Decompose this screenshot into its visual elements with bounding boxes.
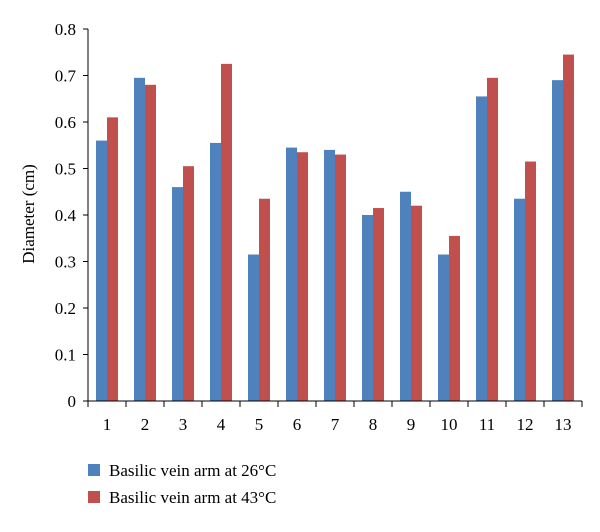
legend-label: Basilic vein arm at 43°C [109,488,276,507]
bar-26c-10 [438,254,449,401]
x-tick-label: 13 [555,415,572,434]
bar-26c-4 [210,142,221,402]
legend-swatch [88,491,100,503]
bar-26c-12 [514,198,525,401]
y-tick-label: 0.7 [55,67,77,86]
bar-43c-11 [487,77,498,401]
y-tick-label: 0.5 [55,160,76,179]
x-tick-label: 6 [293,415,302,434]
bar-43c-3 [183,166,194,401]
legend-label: Basilic vein arm at 26°C [109,461,276,480]
y-tick-label: 0.8 [55,20,76,39]
bar-43c-8 [373,208,384,401]
x-tick-label: 7 [331,415,340,434]
bar-43c-1 [107,117,118,401]
bar-43c-4 [221,63,232,401]
bar-26c-11 [476,96,487,402]
bar-26c-13 [552,80,563,402]
bar-43c-5 [259,198,270,401]
y-tick-label: 0.2 [55,299,76,318]
bars-layer [96,54,574,402]
legend: Basilic vein arm at 26°C Basilic vein arm… [88,461,276,507]
bar-43c-6 [297,152,308,401]
bar-26c-7 [324,149,335,401]
x-tick-label: 4 [217,415,226,434]
y-axis-title: Diameter (cm) [19,164,38,264]
x-tick-label: 2 [141,415,150,434]
bar-43c-13 [563,54,574,401]
y-tick-label: 0.3 [55,253,76,272]
x-tick-label: 5 [255,415,264,434]
y-tick-label: 0.1 [55,346,76,365]
bar-26c-9 [400,191,411,401]
x-tick-label: 12 [517,415,534,434]
y-tick-label: 0 [68,392,77,411]
y-tick-label: 0.4 [55,206,77,225]
x-ticks: 1 2 3 4 5 6 7 8 9 10 11 12 13 [87,401,583,434]
x-tick-label: 1 [103,415,112,434]
x-tick-label: 10 [441,415,458,434]
bar-26c-6 [286,147,297,401]
x-tick-label: 11 [479,415,495,434]
bar-43c-10 [449,235,460,401]
bar-26c-5 [248,254,259,401]
y-ticks: 0 0.1 0.2 0.3 0.4 0.5 0.6 0.7 0.8 [55,20,88,411]
bar-43c-9 [411,205,422,401]
bar-26c-8 [362,215,373,401]
x-tick-label: 9 [407,415,416,434]
y-tick-label: 0.6 [55,113,76,132]
bar-43c-7 [335,154,346,401]
bar-43c-12 [525,161,536,401]
x-tick-label: 8 [369,415,378,434]
bar-26c-2 [134,77,145,401]
legend-swatch [88,464,100,476]
bar-43c-2 [145,84,156,402]
x-tick-label: 3 [179,415,188,434]
bar-26c-1 [96,140,107,401]
bar-26c-3 [172,187,183,401]
